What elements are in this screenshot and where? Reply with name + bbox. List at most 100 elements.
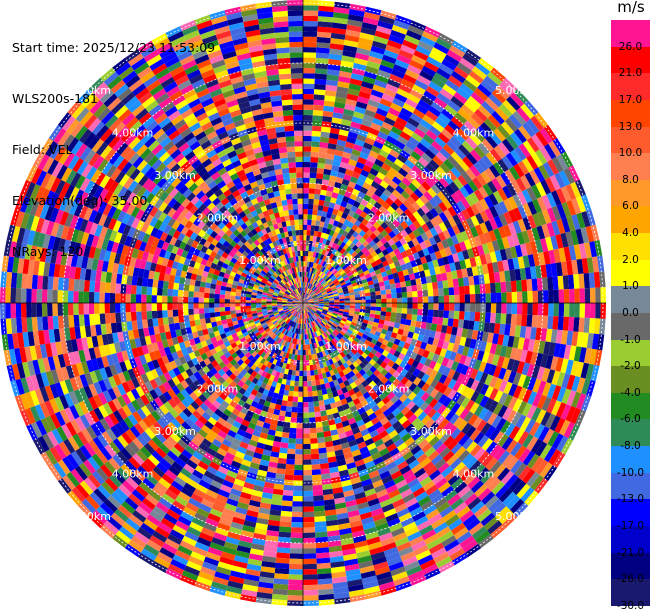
velocity-cell bbox=[313, 396, 319, 402]
velocity-cell bbox=[490, 313, 496, 323]
velocity-cell bbox=[296, 162, 303, 168]
velocity-cell bbox=[405, 319, 411, 326]
velocity-cell bbox=[303, 402, 309, 407]
velocity-cell bbox=[411, 285, 417, 292]
velocity-cell bbox=[173, 316, 179, 323]
velocity-cell bbox=[495, 313, 501, 324]
velocity-cell bbox=[303, 199, 309, 204]
velocity-cell bbox=[230, 303, 235, 307]
velocity-cell bbox=[204, 298, 209, 303]
velocity-cell bbox=[381, 299, 386, 303]
velocity-cell bbox=[282, 500, 293, 506]
velocity-cell bbox=[286, 406, 292, 412]
velocity-cell bbox=[418, 297, 423, 303]
velocity-cell bbox=[376, 299, 381, 303]
velocity-cell bbox=[303, 115, 313, 121]
velocity-cell bbox=[449, 287, 455, 295]
velocity-cell bbox=[308, 397, 314, 403]
velocity-cell bbox=[303, 470, 312, 476]
velocity-cell bbox=[516, 280, 522, 292]
velocity-cell bbox=[178, 316, 184, 323]
velocity-cell bbox=[427, 283, 433, 290]
velocity-cell bbox=[308, 199, 314, 205]
velocity-cell bbox=[293, 391, 298, 397]
velocity-cell bbox=[313, 110, 323, 116]
velocity-cell bbox=[157, 288, 163, 296]
velocity-cell bbox=[303, 235, 307, 240]
velocity-cell bbox=[289, 173, 296, 179]
velocity-cell bbox=[141, 295, 146, 304]
velocity-cell bbox=[125, 294, 130, 303]
velocity-cell bbox=[168, 282, 174, 290]
velocity-cell bbox=[220, 290, 226, 295]
velocity-cell bbox=[115, 283, 121, 293]
velocity-cell bbox=[294, 136, 303, 142]
velocity-cell bbox=[219, 303, 224, 307]
velocity-cell bbox=[115, 313, 121, 323]
velocity-cell bbox=[295, 449, 303, 454]
velocity-cell bbox=[190, 320, 196, 327]
velocity-cell bbox=[285, 131, 294, 137]
velocity-cell bbox=[89, 314, 95, 326]
velocity-cell bbox=[392, 298, 397, 303]
velocity-cell bbox=[235, 299, 240, 303]
velocity-cell bbox=[291, 412, 297, 418]
velocity-cell bbox=[516, 314, 522, 326]
velocity-cell bbox=[296, 439, 303, 445]
velocity-cell bbox=[141, 303, 146, 312]
velocity-cell bbox=[495, 282, 501, 293]
velocity-cell bbox=[204, 303, 209, 308]
velocity-cell bbox=[287, 449, 295, 455]
velocity-cell bbox=[312, 120, 322, 126]
velocity-cell bbox=[280, 442, 288, 448]
velocity-cell bbox=[303, 125, 312, 130]
velocity-cell bbox=[309, 188, 315, 194]
velocity-cell bbox=[355, 297, 360, 300]
velocity-cell bbox=[306, 246, 309, 251]
velocity-cell bbox=[407, 297, 412, 303]
velocity-cell bbox=[189, 315, 195, 322]
velocity-cell bbox=[345, 301, 350, 304]
velocity-cell bbox=[297, 188, 303, 193]
velocity-cell bbox=[188, 309, 194, 315]
velocity-cell bbox=[316, 178, 323, 184]
velocity-cell bbox=[437, 317, 443, 325]
velocity-cell bbox=[355, 303, 360, 306]
velocity-cell bbox=[167, 310, 173, 317]
velocity-cell bbox=[286, 464, 295, 470]
velocity-cell bbox=[312, 464, 321, 470]
velocity-cell bbox=[281, 163, 289, 169]
velocity-cell bbox=[284, 184, 291, 190]
velocity-cell bbox=[220, 307, 226, 312]
velocity-cell bbox=[458, 319, 464, 328]
velocity-cell bbox=[303, 433, 310, 438]
velocity-cell bbox=[366, 299, 371, 303]
velocity-cell bbox=[381, 303, 386, 307]
velocity-cell bbox=[292, 199, 298, 205]
velocity-cell bbox=[94, 303, 100, 314]
velocity-cell bbox=[303, 413, 309, 418]
velocity-cell bbox=[303, 167, 310, 172]
velocity-cell bbox=[110, 303, 116, 313]
velocity-cell bbox=[303, 496, 313, 502]
velocity-cell bbox=[283, 422, 290, 428]
velocity-cell bbox=[443, 288, 449, 296]
velocity-cell bbox=[293, 120, 303, 125]
velocity-cell bbox=[311, 141, 320, 147]
velocity-cell bbox=[168, 317, 174, 325]
velocity-cell bbox=[318, 152, 326, 158]
velocity-cell bbox=[406, 286, 412, 292]
velocity-cell bbox=[225, 307, 231, 311]
velocity-cell bbox=[293, 105, 303, 111]
velocity-cell bbox=[303, 178, 310, 183]
velocity-cell bbox=[214, 307, 220, 312]
velocity-cell bbox=[209, 308, 215, 313]
velocity-cell bbox=[423, 290, 429, 297]
velocity-cell bbox=[152, 287, 158, 295]
velocity-cell bbox=[311, 459, 320, 465]
velocity-cell bbox=[158, 280, 164, 288]
velocity-cell bbox=[204, 308, 210, 314]
velocity-cell bbox=[412, 291, 418, 297]
velocity-cell bbox=[131, 312, 137, 321]
velocity-cell bbox=[303, 418, 309, 423]
